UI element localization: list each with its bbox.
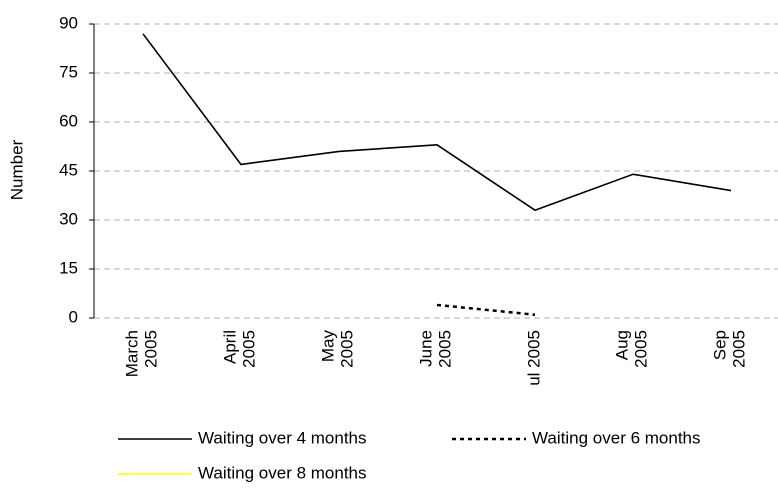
y-tick-label: 75 (59, 62, 78, 81)
x-tick-label: May2005 (319, 330, 357, 368)
y-tick-label: 15 (59, 258, 78, 277)
y-tick-label: 0 (69, 307, 78, 326)
x-tick-label: Sep2005 (711, 330, 749, 368)
legend-label: Waiting over 4 months (198, 428, 367, 447)
x-tick-label: Aug2005 (613, 330, 651, 368)
y-tick-label: 90 (59, 13, 78, 32)
data-line (436, 303, 536, 316)
y-tick-label: 60 (59, 111, 78, 130)
y-axis-label: Number (7, 139, 26, 200)
legend-label: Waiting over 6 months (532, 428, 701, 447)
data-line (142, 33, 732, 212)
x-tick-label: ul 2005 (524, 330, 543, 386)
y-tick-label: 45 (59, 160, 78, 179)
x-tick-label: June2005 (417, 330, 455, 368)
x-tick-label: March2005 (123, 330, 161, 377)
legend-label: Waiting over 8 months (198, 463, 367, 482)
y-tick-label: 30 (59, 209, 78, 228)
x-tick-label: April2005 (221, 330, 259, 368)
